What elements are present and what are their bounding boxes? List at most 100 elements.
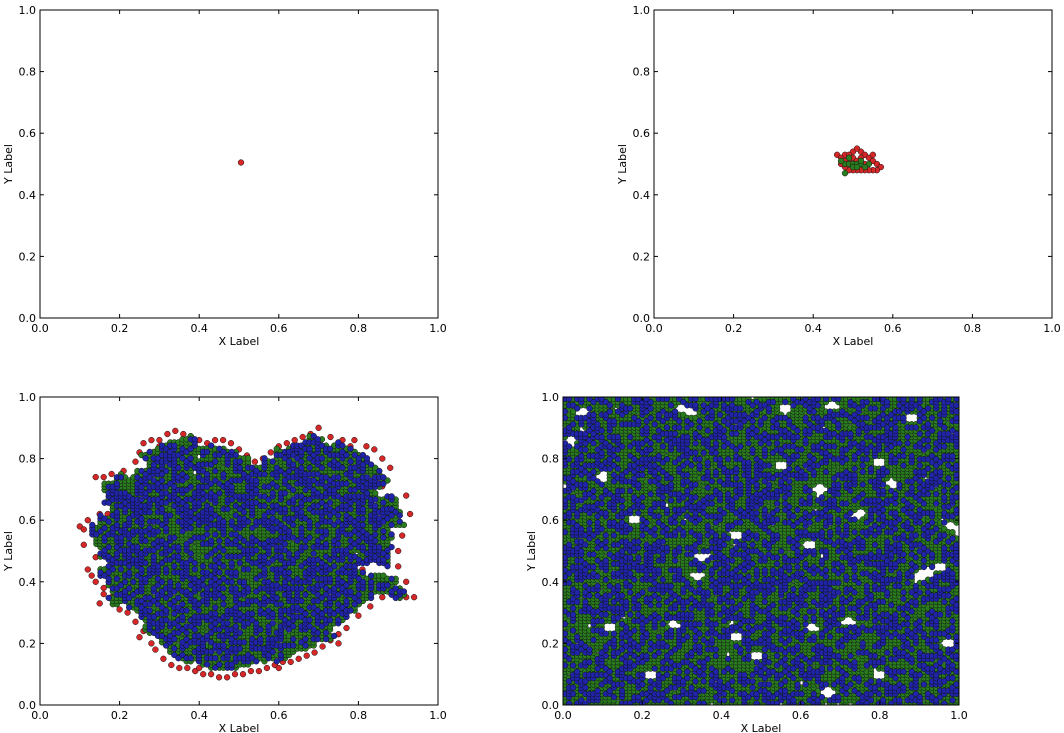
blue-point [203,531,211,538]
blue-point [232,569,239,576]
blue-point [347,607,354,614]
blue-point [130,578,137,586]
blue-point [212,467,219,475]
blue-point [326,575,334,582]
blue-point [191,559,198,567]
red-point [215,674,223,681]
red-point [287,658,294,666]
blue-point [298,524,305,532]
blue-point [167,578,174,586]
blue-point [302,642,309,649]
blue-point [257,626,264,633]
blue-point [216,490,223,497]
red-point [132,458,139,465]
blue-point [257,635,264,643]
blue-point [372,531,379,538]
blue-point [220,547,227,554]
blue-point [212,458,219,465]
x-tick-label: 0.4 [190,709,208,722]
blue-point [326,445,334,452]
scatter-panel-4: 0.0 0.2 0.4 0.6 0.8 1.00.00.20.40.60.81.0X La… [525,391,968,733]
red-point [207,671,215,678]
red-point [200,671,207,678]
red-point [255,667,263,675]
blue-point [343,451,350,459]
blue-point [285,550,293,557]
y-tick-label: 1.0 [19,391,37,404]
blue-point [154,528,162,535]
y-tick-label: 0.4 [19,189,37,202]
blue-point [343,597,350,605]
blue-point [376,543,383,551]
red-point [403,492,410,499]
blue-point [331,632,338,640]
blue-point [183,629,190,636]
blue-point [269,648,276,655]
y-tick-label: 0.8 [633,66,651,79]
blue-point [388,521,395,529]
red-point [237,159,245,166]
blue-point [277,651,285,659]
blue-point [183,607,190,614]
data-points [76,424,418,681]
blue-point [277,553,285,560]
y-tick-label: 0.6 [19,514,37,527]
scatter-panel-2: 0.0 0.2 0.4 0.6 0.8 1.00.00.20.40.60.81.0X La… [616,4,1061,348]
x-tick-label: 0.0 [31,322,49,335]
red-point [136,634,143,641]
blue-point [175,582,182,589]
blue-point [146,607,153,614]
y-tick-label: 0.6 [633,127,651,140]
blue-point [138,515,145,522]
blue-point [261,471,268,478]
red-point [140,440,147,447]
red-point [327,433,334,441]
blue-point [322,528,330,535]
blue-point [220,471,227,478]
y-tick-label: 0.8 [19,453,37,466]
blue-point [322,629,330,636]
red-point [335,640,342,647]
blue-point [388,493,395,500]
blue-point [359,515,367,522]
blue-point [121,578,129,586]
blue-point [240,639,248,646]
blue-point [220,563,227,570]
blue-point [306,616,313,624]
x-tick-label: 0.6 [270,709,288,722]
axes-frame [39,9,439,319]
red-point [184,664,191,672]
blue-point [158,477,166,484]
green-point [372,490,379,497]
blue-point [134,543,141,551]
blue-point [302,610,309,617]
blue-point [203,661,211,668]
blue-point [228,578,235,586]
green-point [853,163,861,171]
red-point [343,624,350,632]
blue-point [228,559,235,567]
green-point [837,157,845,165]
red-point [219,436,227,444]
blue-point [212,655,219,662]
y-tick-label: 0.0 [19,312,37,325]
blue-point [142,559,149,567]
red-point [156,436,163,444]
red-point [299,433,306,441]
blue-point [388,543,395,551]
blue-point [171,645,178,652]
blue-point [372,537,379,544]
red-point [80,526,87,533]
blue-point [396,512,403,519]
green-point [244,455,252,462]
blue-point [273,483,280,490]
red-point [231,671,239,678]
red-point [172,427,179,435]
blue-point [277,601,285,608]
blue-point [175,543,182,551]
blue-point [343,480,350,487]
y-tick-label: 1.0 [19,4,37,17]
x-tick-label: 0.4 [190,322,208,335]
blue-point [208,537,215,544]
